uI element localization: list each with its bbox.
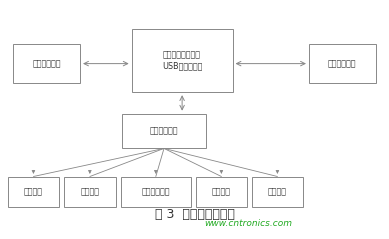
Text: 显示波形: 显示波形 bbox=[24, 187, 43, 196]
Bar bbox=[122, 114, 206, 148]
Bar bbox=[121, 176, 191, 207]
Bar bbox=[252, 176, 303, 207]
Bar bbox=[8, 176, 59, 207]
Text: 保存数据: 保存数据 bbox=[81, 187, 99, 196]
Bar bbox=[196, 176, 247, 207]
Text: 频谱分析模块: 频谱分析模块 bbox=[33, 59, 61, 68]
Text: 基于嵌入式系统的
USB数字示波器: 基于嵌入式系统的 USB数字示波器 bbox=[162, 51, 202, 71]
Text: 波形叠加: 波形叠加 bbox=[268, 187, 287, 196]
Text: 查询历史数据: 查询历史数据 bbox=[142, 187, 170, 196]
Bar bbox=[13, 44, 80, 83]
Bar bbox=[131, 29, 233, 92]
Text: 图 3  上位机软件框图: 图 3 上位机软件框图 bbox=[154, 208, 235, 221]
Text: 信号发生模块: 信号发生模块 bbox=[328, 59, 356, 68]
Text: 相关计算: 相关计算 bbox=[212, 187, 231, 196]
Text: www.cntronics.com: www.cntronics.com bbox=[204, 219, 292, 228]
Bar bbox=[309, 44, 376, 83]
Bar bbox=[64, 176, 116, 207]
Text: 波形显示模块: 波形显示模块 bbox=[150, 126, 178, 136]
